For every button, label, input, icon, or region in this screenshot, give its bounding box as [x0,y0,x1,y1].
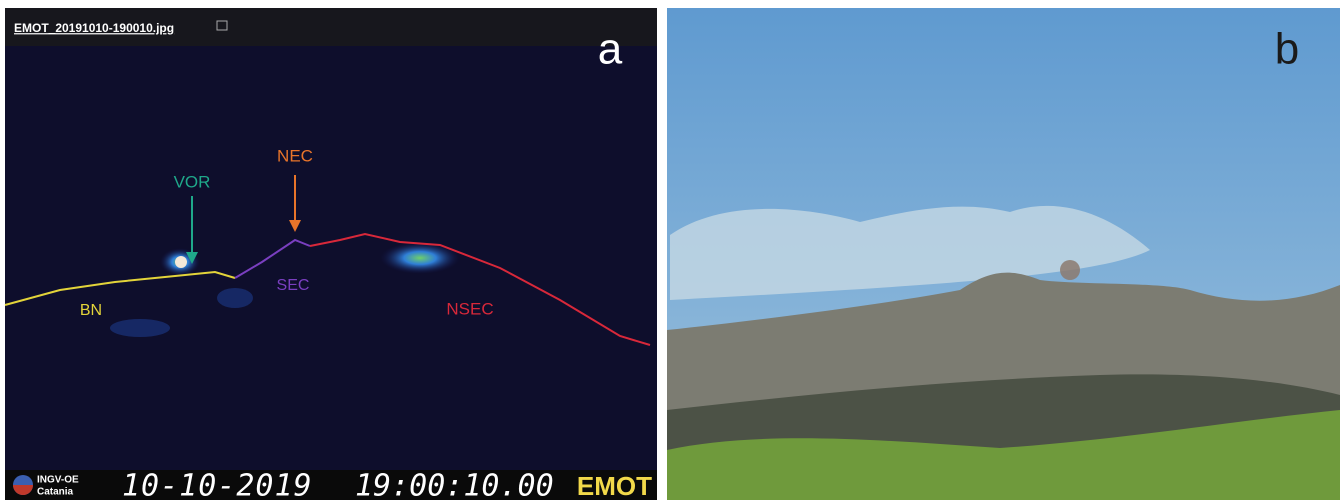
label-bn: BN [80,302,102,319]
label-sec: SEC [277,277,310,294]
figure: EMOT_20191010-190010.jpg a NEC VOR SEC B… [0,0,1343,504]
thermal-image [5,8,657,500]
hotspot [110,319,170,337]
hotspot [217,288,253,308]
logo-line: INGV-OE [37,475,79,486]
panel-a: EMOT_20191010-190010.jpg a NEC VOR SEC B… [5,8,657,504]
filename: EMOT_20191010-190010.jpg [14,21,174,35]
panel-label: b [1275,25,1299,74]
hotspot [380,242,460,274]
label-nsec: NSEC [446,299,493,318]
ash-puff [1060,260,1080,280]
panel-label: a [598,25,623,74]
logo-line: Catania [37,487,74,498]
camera-name: EMOT [577,471,652,501]
date: 10-10-2019 [122,469,313,504]
label-vor: VOR [174,172,211,191]
time: 19:00:10.00 [355,469,554,504]
vent-glow [175,256,187,268]
panel-b: b [667,8,1340,500]
label-nec: NEC [277,146,313,165]
footer-bar [5,470,657,500]
